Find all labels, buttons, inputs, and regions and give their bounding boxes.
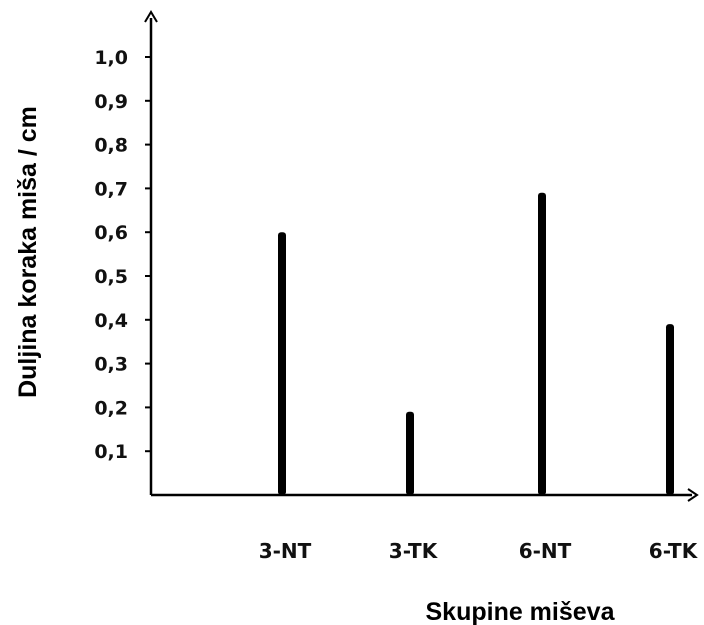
y-tick-label: 0,8 — [94, 135, 128, 157]
bar-6-tk — [666, 324, 674, 495]
x-tick-label: 6-TK — [649, 539, 699, 563]
x-axis-title: Skupine miševa — [426, 598, 616, 625]
y-tick-label: 1,0 — [94, 47, 128, 69]
y-tick-label: 0,9 — [94, 91, 128, 113]
y-ticks: 0,1 0,2 0,3 0,4 0,5 0,6 0,7 0,8 0,9 1,0 — [94, 47, 151, 463]
bar-3-nt — [278, 232, 286, 495]
y-tick-label: 0,3 — [94, 354, 128, 376]
y-tick-label: 0,7 — [94, 178, 128, 200]
x-tick-labels: 3-NT 3-TK 6-NT 6-TK — [259, 539, 699, 563]
x-tick-label: 3-NT — [259, 539, 312, 563]
y-tick-label: 0,5 — [94, 266, 128, 288]
y-tick-label: 0,2 — [94, 397, 128, 419]
y-axis-arrow — [144, 10, 158, 23]
y-axis-title: Duljina koraka miša / cm — [14, 106, 42, 398]
x-axis-arrow — [687, 488, 699, 502]
bar-6-nt — [538, 192, 546, 495]
y-tick-label: 0,4 — [94, 310, 128, 332]
y-tick-label: 0,6 — [94, 222, 128, 244]
axes — [144, 10, 699, 502]
x-tick-label: 3-TK — [389, 539, 439, 563]
y-tick-label: 0,1 — [94, 441, 128, 463]
x-tick-label: 6-NT — [519, 539, 572, 563]
bars — [278, 192, 674, 495]
bar-3-tk — [406, 411, 414, 495]
